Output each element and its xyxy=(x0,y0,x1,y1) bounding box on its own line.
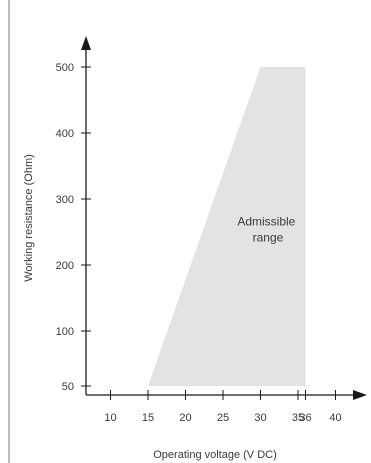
x-tick-label: 15 xyxy=(142,412,154,424)
x-axis-title: Operating voltage (V DC) xyxy=(153,449,277,461)
x-tick-label: 35 xyxy=(292,412,304,424)
x-axis-arrow-icon xyxy=(353,390,367,400)
y-tick-label: 200 xyxy=(56,260,74,272)
x-tick-label: 25 xyxy=(217,412,229,424)
y-axis-ticks: 50 100 200 300 400 500 xyxy=(56,62,91,393)
y-axis-title: Working resistance (Ohm) xyxy=(23,154,35,282)
x-tick-label: 10 xyxy=(104,412,116,424)
y-tick-label: 400 xyxy=(56,128,74,140)
y-tick-label: 50 xyxy=(62,381,74,393)
y-tick-label: 500 xyxy=(56,62,74,74)
y-axis-arrow-icon xyxy=(81,36,91,50)
y-tick-label: 100 xyxy=(56,326,74,338)
y-tick-label: 300 xyxy=(56,194,74,206)
x-tick-label: 20 xyxy=(179,412,191,424)
admissible-range-label-line-2: range xyxy=(253,230,284,244)
admissible-range-label-line-1: Admissible xyxy=(237,214,295,228)
x-tick-label: 30 xyxy=(254,412,266,424)
x-tick-label: 40 xyxy=(329,412,341,424)
admissible-range-label: Admissible range xyxy=(237,214,298,244)
x-tick-label: 36 xyxy=(299,412,311,424)
admissible-range-region xyxy=(148,67,306,386)
